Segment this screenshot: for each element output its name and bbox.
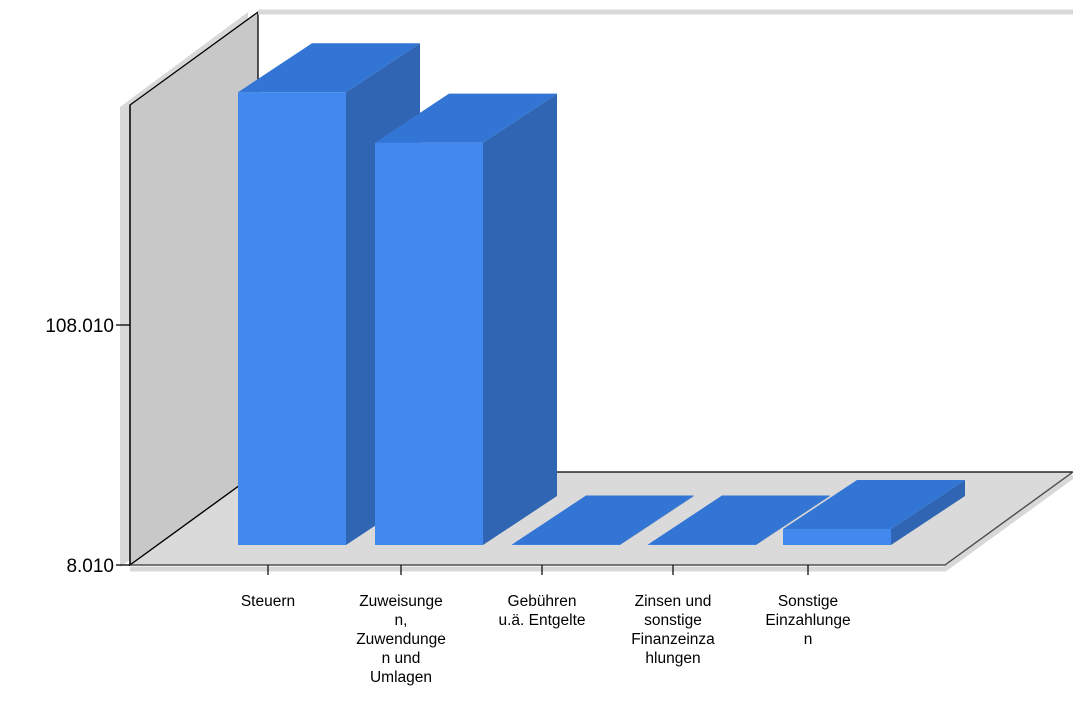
bar-side: [756, 495, 830, 545]
bar-front: [375, 142, 483, 545]
x-tick-label-line: sonstige: [644, 612, 702, 629]
x-tick-label: Zuweisunge n, Zuwendunge n und Umlagen: [356, 593, 446, 686]
x-tick-label-line: Zuweisunge: [359, 593, 443, 610]
x-tick-label-line: Gebühren: [508, 593, 577, 610]
x-tick-label: Sonstige Einzahlunge n: [765, 593, 850, 648]
bar-top: [783, 480, 965, 530]
x-tick-label-line: hlungen: [645, 650, 700, 667]
x-tick-label-line: n und: [382, 650, 421, 667]
bar-side: [891, 480, 965, 545]
x-tick-label-line: Umlagen: [370, 669, 432, 686]
bar: [512, 495, 694, 545]
x-tick-label-line: n: [804, 631, 813, 648]
bar-top: [238, 43, 420, 93]
bar-front: [648, 544, 756, 545]
y-tick-label: 8.010: [66, 556, 114, 577]
bar-top: [648, 495, 830, 545]
x-tick-label: Zinsen und sonstige Finanzeinza hlungen: [631, 593, 715, 667]
floor-front-line: [130, 471, 1073, 566]
bar-side: [620, 495, 694, 545]
y-tick-label: 108.010: [45, 316, 114, 337]
floor-edge: [130, 473, 1073, 572]
x-tick-label: Steuern: [241, 593, 295, 610]
x-tick-label-line: Finanzeinza: [631, 631, 715, 648]
x-tick-label-line: u.ä. Entgelte: [498, 612, 585, 629]
bar: [783, 480, 965, 545]
bar-top: [512, 495, 694, 545]
bars-layer: [238, 43, 965, 546]
y-axis: 8.010 108.010: [45, 105, 131, 577]
x-tick-label-line: Zinsen und: [635, 593, 712, 610]
bar-side: [483, 93, 557, 546]
x-tick-label-line: Sonstige: [778, 593, 838, 610]
x-tick-label-line: Zuwendunge: [356, 631, 446, 648]
bar-front: [512, 544, 620, 545]
x-axis-labels: Steuern Zuweisunge n, Zuwendunge n und Umlage…: [241, 565, 851, 686]
x-tick-label-line: Steuern: [241, 593, 295, 610]
x-tick-label-line: n,: [395, 612, 408, 629]
bar: [648, 495, 830, 545]
bar-front: [783, 529, 891, 545]
x-tick-label: Gebühren u.ä. Entgelte: [498, 593, 585, 629]
bar-top: [375, 93, 557, 143]
bar: [375, 93, 557, 546]
x-tick-label-line: Einzahlunge: [765, 612, 850, 629]
bar-front: [238, 92, 346, 545]
